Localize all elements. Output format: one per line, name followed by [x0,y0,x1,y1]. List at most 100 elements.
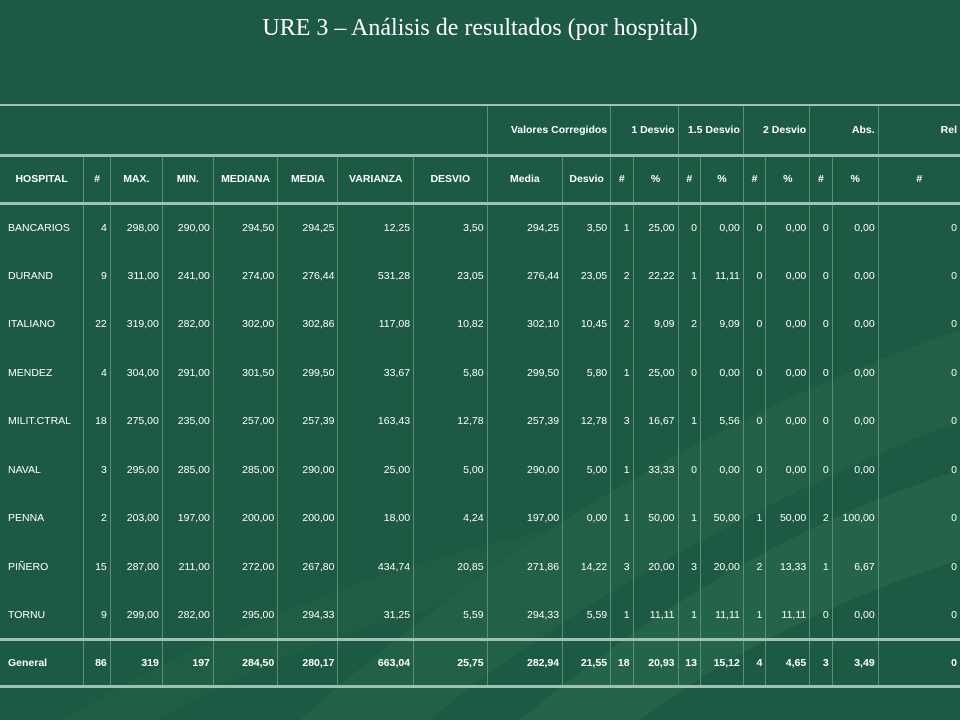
group-header-1-desvio: 1 Desvio [610,104,679,157]
hospital-name-cell: MENDEZ [0,348,85,397]
value-cell: 298,00 [110,203,163,252]
column-header: MEDIANA [213,155,279,205]
value-cell: 5,00 [562,445,612,494]
column-header: # [610,155,634,205]
value-cell: 294,33 [487,591,564,640]
total-value-cell: 20,93 [633,638,679,688]
total-value-cell: 319 [110,638,163,688]
value-cell: 5,59 [562,591,612,640]
value-cell: 9,09 [633,300,679,349]
column-header-row: HOSPITAL # MAX. MIN. MEDIANA MEDIA VARIANZA DES… [0,155,960,205]
value-cell: 3 [610,542,634,591]
value-cell: 0,00 [832,397,879,446]
value-cell: 31,25 [337,591,415,640]
value-cell: 2 [83,494,111,543]
value-cell: 12,25 [337,203,415,252]
column-header: # [83,155,111,205]
column-header: # [743,155,767,205]
column-header: MIN. [162,155,214,205]
value-cell: 531,28 [337,251,415,300]
column-header: # [678,155,701,205]
hospital-name-cell: DURAND [0,251,85,300]
value-cell: 0,00 [765,445,811,494]
value-cell: 302,86 [277,300,339,349]
value-cell: 12,78 [413,397,488,446]
total-value-cell: 0 [878,638,960,688]
value-cell: 0 [678,445,701,494]
value-cell: 1 [610,203,634,252]
total-value-cell: 18 [610,638,634,688]
group-header-2-desvio: 2 Desvio [743,104,811,157]
value-cell: 0 [951,560,957,573]
value-cell: 16,67 [633,397,679,446]
group-header-abs: Abs. [809,104,879,157]
total-value-cell: 25,75 [413,638,488,688]
column-header: # [809,155,833,205]
value-cell: 50,00 [633,494,679,543]
value-cell: 20,00 [700,542,744,591]
hospital-name-cell: ITALIANO [0,300,85,349]
total-value-cell: 4,65 [765,638,811,688]
value-cell: 0,00 [832,348,879,397]
table-row: PIÑERO 15 287,00 211,00 272,00 267,80 434,74 20… [0,542,960,591]
value-cell: 50,00 [700,494,744,543]
column-header: # [878,155,960,205]
value-cell: 0 [809,300,833,349]
hospital-name-cell: BANCARIOS [0,203,85,252]
value-cell: 1 [610,445,634,494]
value-cell: 1 [610,591,634,640]
value-cell: 5,80 [562,348,612,397]
value-cell: 203,00 [110,494,163,543]
value-cell: 0 [809,397,833,446]
value-cell: 5,56 [700,397,744,446]
column-header: % [633,155,679,205]
column-header: VARIANZA [337,155,415,205]
value-cell: 4 [83,203,111,252]
value-cell: 434,74 [337,542,415,591]
value-cell: 290,00 [162,203,214,252]
table-row: DURAND 9 311,00 241,00 274,00 276,44 531,28 23,… [0,251,960,300]
value-cell: 301,50 [213,348,279,397]
hospital-name-cell: NAVAL [0,445,85,494]
value-cell: 290,00 [277,445,339,494]
value-cell: 33,33 [633,445,679,494]
value-cell: 2 [743,542,767,591]
column-header: MAX. [110,155,163,205]
total-value-cell: 280,17 [277,638,339,688]
value-cell: 50,00 [765,494,811,543]
value-cell: 25,00 [633,348,679,397]
value-cell: 0 [951,366,957,379]
value-cell: 241,00 [162,251,214,300]
value-cell: 2 [678,300,701,349]
value-cell: 4,24 [413,494,488,543]
value-cell: 5,00 [413,445,488,494]
value-cell: 0 [951,222,957,234]
table-row: ITALIANO 22 319,00 282,00 302,00 302,86 117,08… [0,300,960,349]
value-cell: 294,25 [487,203,564,252]
value-cell: 13,33 [765,542,811,591]
value-cell: 285,00 [162,445,214,494]
value-cell: 18 [83,397,111,446]
value-cell: 1 [678,397,701,446]
value-cell: 9 [83,591,111,640]
group-header-1-5-desvio: 1.5 Desvio [678,104,744,157]
column-header: HOSPITAL [0,155,85,205]
value-cell: 275,00 [110,397,163,446]
value-cell: 0 [951,463,957,476]
value-cell: 271,86 [487,542,564,591]
value-cell: 117,08 [337,300,415,349]
value-cell: 2 [610,300,634,349]
value-cell: 0 [809,445,833,494]
value-cell: 294,50 [213,203,279,252]
value-cell: 4 [83,348,111,397]
results-table: Valores Corregidos 1 Desvio 1.5 Desvio 2… [0,104,960,688]
value-cell: 3 [678,542,701,591]
value-cell: 299,50 [277,348,339,397]
value-cell: 22 [83,300,111,349]
value-cell: 0 [678,203,701,252]
value-cell: 299,00 [110,591,163,640]
group-header-rel: Rel [878,104,960,157]
value-cell: 23,05 [562,251,612,300]
value-cell: 257,39 [277,397,339,446]
value-cell: 20,00 [633,542,679,591]
